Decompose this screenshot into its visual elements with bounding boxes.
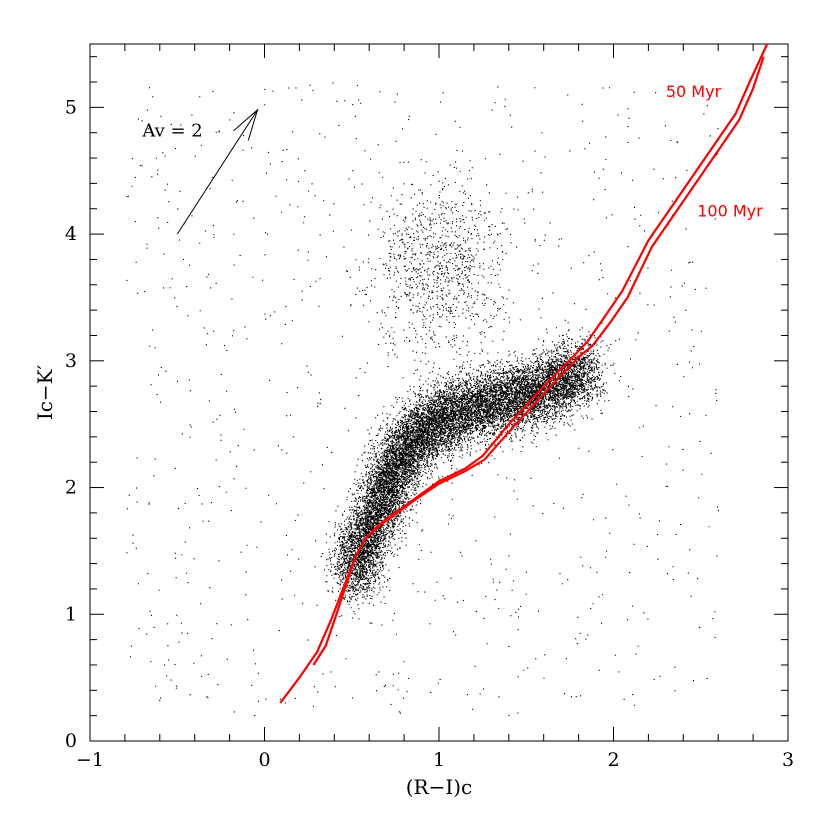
y-tick-label: 0 [65,730,77,752]
isochrone-label: 50 Myr [666,82,722,101]
annotations: 50 Myr 100 Myr Av = 2 [141,82,763,220]
x-tick-label: −1 [76,749,104,771]
x-tick-label: 3 [782,749,794,771]
y-tick-label: 3 [65,350,77,372]
reddening-arrow-shaft [176,109,258,235]
isochrone-line-50myr [279,43,769,704]
axis-ticks [89,44,789,742]
reddening-arrow-head [233,108,259,141]
data-points [126,82,719,717]
reddening-vector [176,108,259,235]
y-tick-label: 1 [65,603,77,625]
x-tick-label: 1 [433,749,445,771]
x-tick-label: 2 [607,749,619,771]
isochrone-line-100myr [312,56,765,666]
y-tick-label: 2 [65,477,77,499]
y-tick-label: 4 [65,223,77,245]
x-tick-label: 0 [258,749,270,771]
isochrones [279,43,769,704]
y-tick-label: 5 [65,96,77,118]
y-axis-title: Ic−K′ [33,364,57,420]
scatter-points [126,82,719,717]
x-axis-title: (R−I)c [406,775,473,799]
isochrone-label: 100 Myr [697,201,763,220]
reddening-label: Av = 2 [141,121,202,142]
